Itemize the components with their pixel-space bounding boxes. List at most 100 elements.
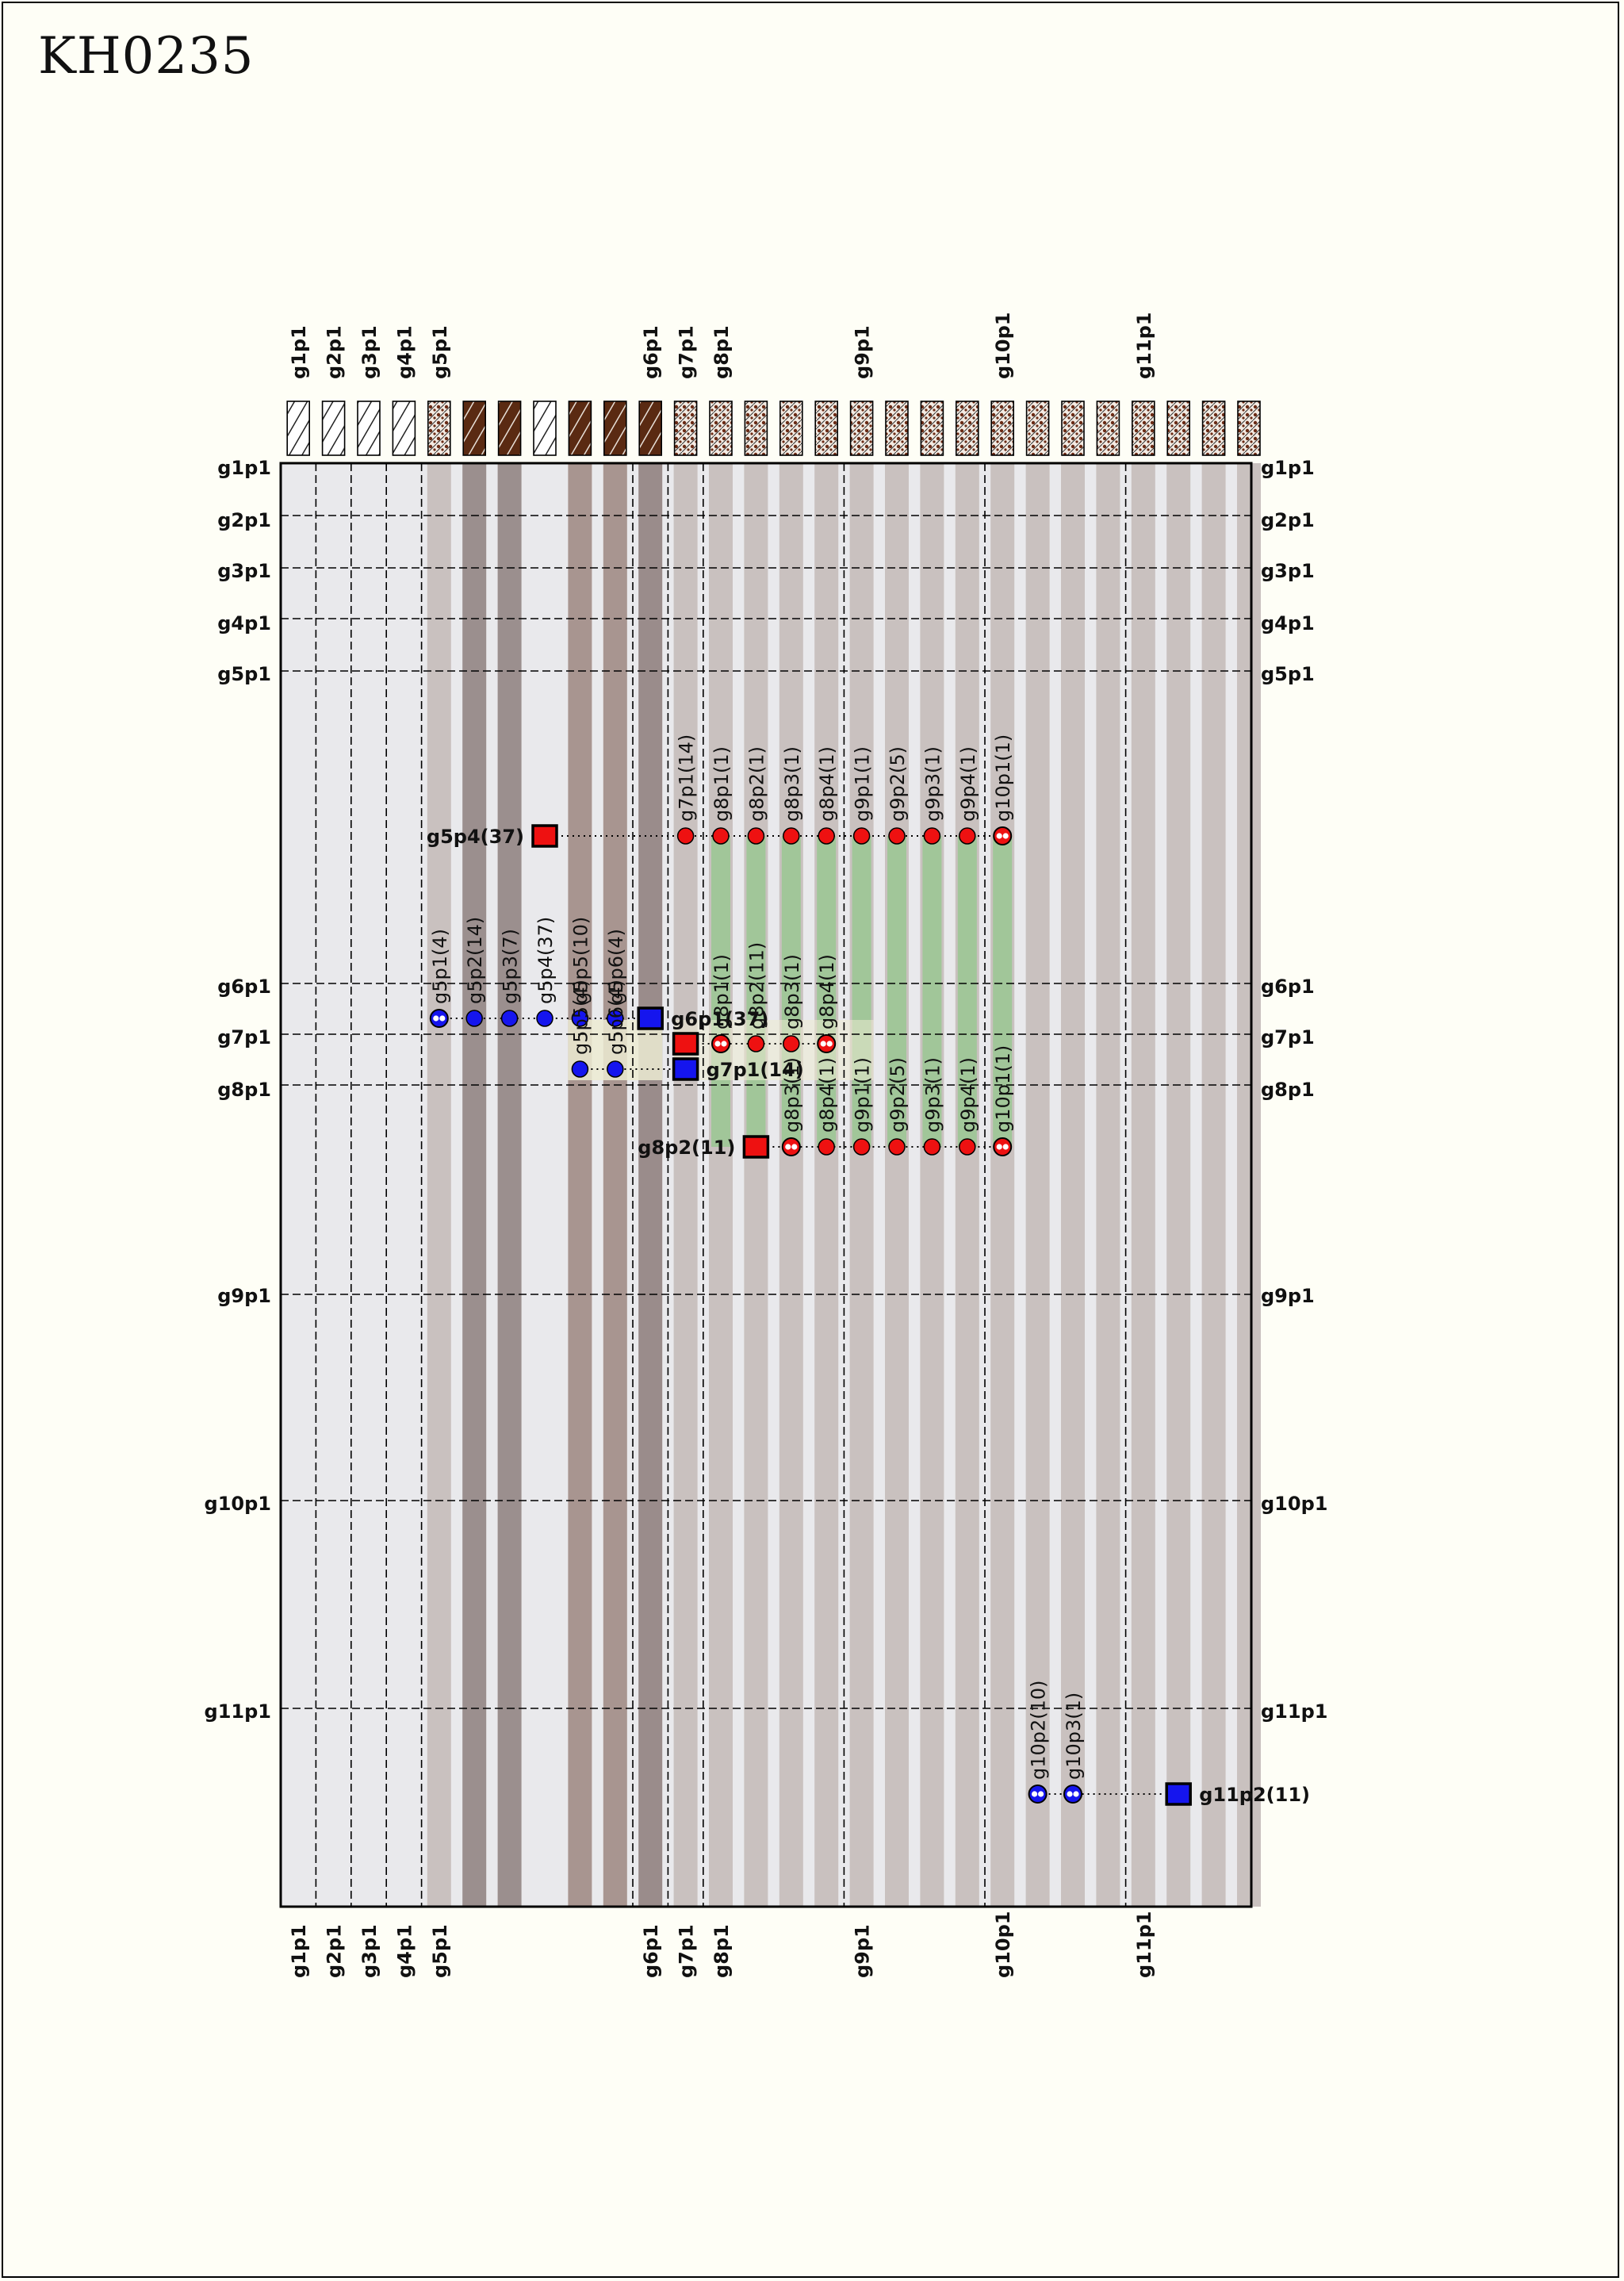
row-label-right-g8p1: g8p1 [1261,1079,1315,1101]
row-label-left-g11p1: g11p1 [205,1700,271,1723]
node-marker [500,1010,519,1027]
event-3: g8p1(1) g8p2(11) g8p3(1) g8p4(1) [672,942,838,1056]
node-marker-dot [721,1041,727,1047]
column-band-g11p1 [1131,463,1155,1907]
event-square [637,1006,664,1030]
row-label-left-g9p1: g9p1 [217,1285,271,1307]
column-icon-g10p4 [1096,401,1120,456]
column-icon-g5p4 [533,401,557,456]
column-icon-g1p1 [286,401,311,456]
column-band-g8p4 [814,463,839,1907]
column-icon-g8p4 [814,401,838,456]
node-marker-dot [996,833,1002,839]
node-label: g8p4(1) [816,746,838,822]
node-marker [536,1010,553,1027]
column-label-bottom-g3p1: g3p1 [358,1924,381,1978]
node-marker [711,1034,730,1053]
column-icon-g11p4 [1237,401,1261,456]
column-label-bottom-g5p1: g5p1 [429,1924,451,1978]
node-label: g5p4(37) [534,917,557,1004]
node-label: g8p1(1) [710,746,733,822]
column-icon-g11p1 [1132,401,1155,456]
event-square-label: g6p1(37) [671,1008,768,1030]
highlight-g9p1 [852,836,871,1147]
column-icon-g5p6 [603,401,627,456]
node-marker-dot [1038,1791,1044,1797]
node-marker [817,1034,837,1053]
node-marker [607,1010,624,1027]
column-band-g10p4 [1096,463,1120,1907]
node-marker [781,1137,801,1156]
highlight-g8p2 [746,836,766,1147]
column-band-g10p3 [1061,463,1085,1907]
column-icon-g8p3 [779,401,803,456]
column-label-top-g3p1: g3p1 [358,325,381,379]
column-lines [315,463,1127,1907]
node-marker-dot [785,1144,791,1150]
column-band-g5p5 [568,463,592,1907]
column-band-g11p3 [1201,463,1226,1907]
node-label: g5p5(4) [569,979,592,1055]
node-label: g10p3(1) [1063,1693,1085,1780]
grid-frame [279,462,1253,1908]
event-square-label: g8p2(11) [638,1137,735,1159]
column-icon-g11p2 [1166,401,1190,456]
event-square [742,1135,770,1159]
column-label-top-g10p1: g10p1 [992,312,1014,379]
node-label: g5p1(4) [429,929,451,1004]
node-label: g5p5(10) [569,917,592,1004]
column-band-g6p1 [638,463,663,1907]
event-5: g8p3(1) g8p4(1) g9p1(1) g9p2(5) g9p3(1) g9p4(… [638,1045,1014,1159]
event-square [1165,1782,1192,1806]
node-label: g9p3(1) [921,1057,944,1133]
diagram-title: KH0235 [38,27,255,86]
column-icons [286,401,1261,456]
column-band-g11p2 [1166,463,1191,1907]
column-label-top-g9p1: g9p1 [852,325,874,379]
highlight-g9p2 [887,836,906,1147]
column-band-g8p3 [779,463,803,1907]
event-4: g5p5(4) g5p6(4) g7p1(14) [569,979,803,1081]
highlight-g8p1 [711,836,730,1147]
event-square-label: g5p4(37) [427,826,524,848]
row-label-left-g6p1: g6p1 [217,976,271,998]
node-label: g8p4(1) [816,954,838,1029]
column-icon-g2p1 [321,401,346,456]
column-label-bottom-g9p1: g9p1 [852,1924,874,1978]
column-label-bottom-g2p1: g2p1 [324,1924,346,1978]
highlights [568,836,1013,1147]
node-label: g7p1(14) [676,734,698,822]
node-label: g9p1(1) [852,1057,874,1133]
node-marker [888,1138,906,1156]
column-label-top-g1p1: g1p1 [288,325,310,379]
row-label-right-g4p1: g4p1 [1261,612,1315,634]
column-label-top-g4p1: g4p1 [393,325,416,379]
column-icon-g4p1 [392,401,416,456]
node-marker-dot [820,1041,826,1047]
column-band-g9p2 [885,463,909,1907]
column-band-g5p1 [427,463,451,1907]
node-marker [747,827,765,845]
node-label: g10p1(1) [992,1045,1014,1133]
column-icon-g9p3 [920,401,944,456]
node-label: g8p3(1) [781,746,803,822]
column-icon-g9p1 [849,401,874,456]
row-label-left-g3p1: g3p1 [217,560,271,582]
node-marker-dot [1067,1791,1073,1797]
column-label-bottom-g1p1: g1p1 [288,1924,310,1978]
node-label: g10p1(1) [992,734,1014,822]
row-lines [281,515,1251,1709]
column-band-g5p6 [603,463,627,1907]
event-2: g5p1(4) g5p2(14) g5p3(7) g5p4(37) g5p5(10) g5… [429,917,768,1030]
row-label-right-g7p1: g7p1 [1261,1026,1315,1048]
column-icon-g8p1 [709,401,733,456]
node-label: g8p4(1) [816,1057,838,1133]
node-marker [429,1009,449,1028]
node-label: g9p2(5) [887,746,909,822]
column-icon-g9p2 [885,401,909,456]
axis-labels: g1p1 g1p1 g2p1 g2p1 g3p1 g3p1 g4p1 g4p1 g5p1 g5p1… [205,312,1328,1978]
event-square [672,1057,699,1081]
row-label-left-g5p1: g5p1 [217,663,271,685]
